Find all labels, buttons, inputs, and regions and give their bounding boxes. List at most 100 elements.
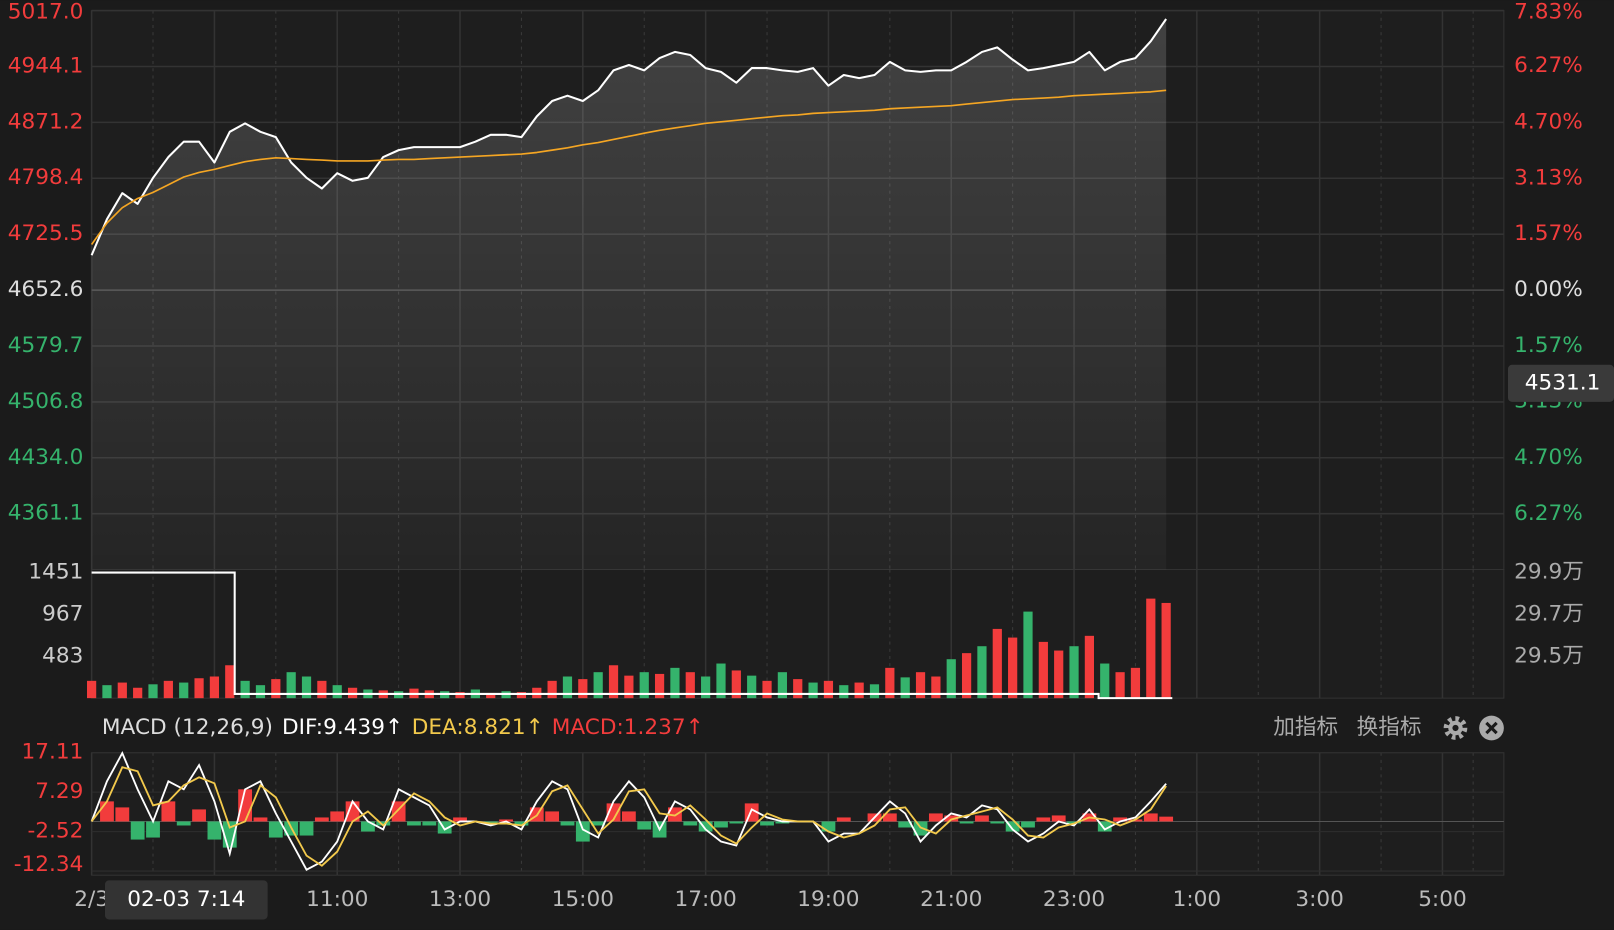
volume-bar [1084,635,1095,699]
y-tick-label: -12.34 [14,852,84,877]
y-tick-label: 967 [42,601,83,626]
legend-dea: DEA:8.821↑ [412,715,544,740]
volume-bar [731,670,741,699]
macd-bar [376,821,391,826]
volume-bar [225,665,235,699]
volume-bar [1069,646,1079,699]
close-icon[interactable] [1479,715,1504,741]
macd-bar [253,817,268,822]
y2-tick-label: 7.83% [1514,0,1583,25]
y-tick-label: 4798.4 [8,165,84,190]
macd-bar [545,811,560,822]
volume-bar [793,679,803,699]
labels: 2/3 11:00 13:00 15:00 17:00 19:00 21:00 23:00 1:… [8,0,1584,912]
add-indicator-button[interactable]: 加指标 [1273,715,1338,740]
macd-bar [192,809,206,822]
x-tick-label: 1:00 [1173,887,1222,912]
macd-bar [698,821,713,832]
volume-bar [777,672,787,699]
macd-bar [959,821,974,824]
volume-bar [885,667,895,699]
dif-line [90,750,1167,871]
volume-bar [179,682,189,699]
macd-bar [130,821,145,840]
y-tick-label: 4434.0 [8,445,84,470]
macd-bar [775,821,790,824]
x-tick-label: 3:00 [1295,887,1344,912]
y2-tick-label: 0.00% [1514,277,1583,302]
price-line [90,18,1167,256]
macd-bar [422,821,437,826]
macd-bar [928,813,943,822]
macd-bar [361,821,375,832]
volume-bar [255,685,266,699]
settings-icon[interactable] [1443,716,1468,740]
macd-bar [683,821,698,826]
y-tick-label: 4361.1 [8,501,84,526]
average-line [90,89,1167,245]
volume-bar [1100,663,1110,699]
switch-indicator-button[interactable]: 换指标 [1357,715,1422,740]
volume-bar [117,682,127,699]
volume-bar [547,680,557,699]
macd-bar [1005,821,1020,832]
volume-bar [900,677,910,699]
volume-bar [578,679,588,699]
x-tick-label: 15:00 [552,887,614,912]
volume-bar [332,685,342,699]
y2-tick-label: 4.70% [1514,109,1583,134]
macd-bar [453,817,467,822]
y2-tick-label: 6.27% [1514,53,1583,78]
x-tick-label: 11:00 [306,887,368,912]
volume-bar [163,680,173,699]
macd-bar [836,817,851,822]
macd-bar [637,821,652,830]
y2-tick-label: 29.7万 [1514,601,1584,626]
macd-bar [514,821,529,826]
overlay: 4531.1 02-03 7:14 [104,364,1614,920]
volume-bar [1130,667,1141,699]
macd-bar [1021,821,1035,828]
macd-bar [100,801,114,822]
macd-bar [499,819,513,822]
y2-tick-label: 4.70% [1514,445,1583,470]
y2-tick-label: 1.57% [1514,333,1583,358]
macd-bar [115,807,130,822]
volume-bar [317,680,327,699]
macd-bar [1051,815,1066,822]
y-tick-label: 4652.6 [8,277,84,302]
y2-tick-label: 1.57% [1514,221,1583,246]
crosshair-time-box [104,880,268,920]
volume-bar [808,682,818,699]
macd-bar [146,821,160,838]
y-tick-label: 7.29 [35,779,83,804]
crosshair-price: 4531.1 [1525,370,1601,395]
volume-bar [240,680,250,699]
y-tick-label: 1451 [28,560,83,585]
volume-bar [1008,637,1018,699]
y2-tick-label: 3.13% [1514,165,1583,190]
x-tick-label: 21:00 [920,887,982,912]
open-interest-line [91,571,1173,700]
volume-bar [102,685,112,699]
macd-bar [330,811,345,822]
macd-bar [882,813,897,822]
y-tick-label: 4944.1 [8,53,84,78]
y2-tick-label: 6.27% [1514,501,1583,526]
volume-bar [562,676,573,699]
volume-bar [961,653,972,699]
macd-bar [1067,821,1081,824]
macd-bar [560,821,575,826]
x-tick-label: 19:00 [797,887,859,912]
macd-bar [621,811,636,822]
macd-bar [483,821,498,824]
x-tick-label: 17:00 [674,887,736,912]
macd-bar [898,821,913,828]
volume-bar [639,672,649,699]
legend-dif: DIF:9.439↑ [282,715,403,740]
crosshair-price-box [1507,364,1614,402]
x-tick-label: 2/3 [74,887,109,912]
macd-bar [207,821,222,840]
indicator-name: MACD (12,26,9) [102,715,273,740]
